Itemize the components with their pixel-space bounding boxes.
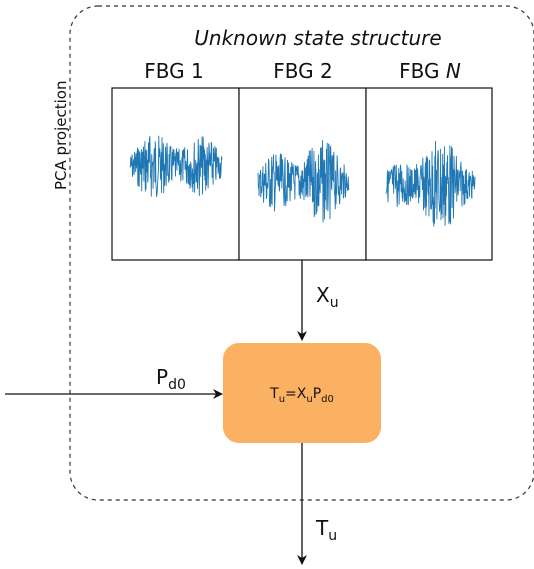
sensor-label-fbg-1: FBG 1 [144,59,203,83]
process-box [223,343,381,443]
pca-projection-label: PCA projection [52,81,70,190]
sensor-label-fbg-2: FBG 2 [273,59,332,83]
xu-label: Xu [316,283,339,311]
process-equation: Tu=XuPd0 [269,386,334,405]
sensor-label-fbg-n: FBG N [399,59,461,83]
pd0-label: Pd0 [156,365,186,393]
signal-trace-fbg-n [385,140,476,227]
sensor-panels [111,87,493,261]
tu-label: Tu [315,516,337,544]
signal-trace-fbg-2 [257,140,350,223]
signal-trace-fbg-1 [129,135,223,197]
unknown-state-title: Unknown state structure [194,26,441,50]
